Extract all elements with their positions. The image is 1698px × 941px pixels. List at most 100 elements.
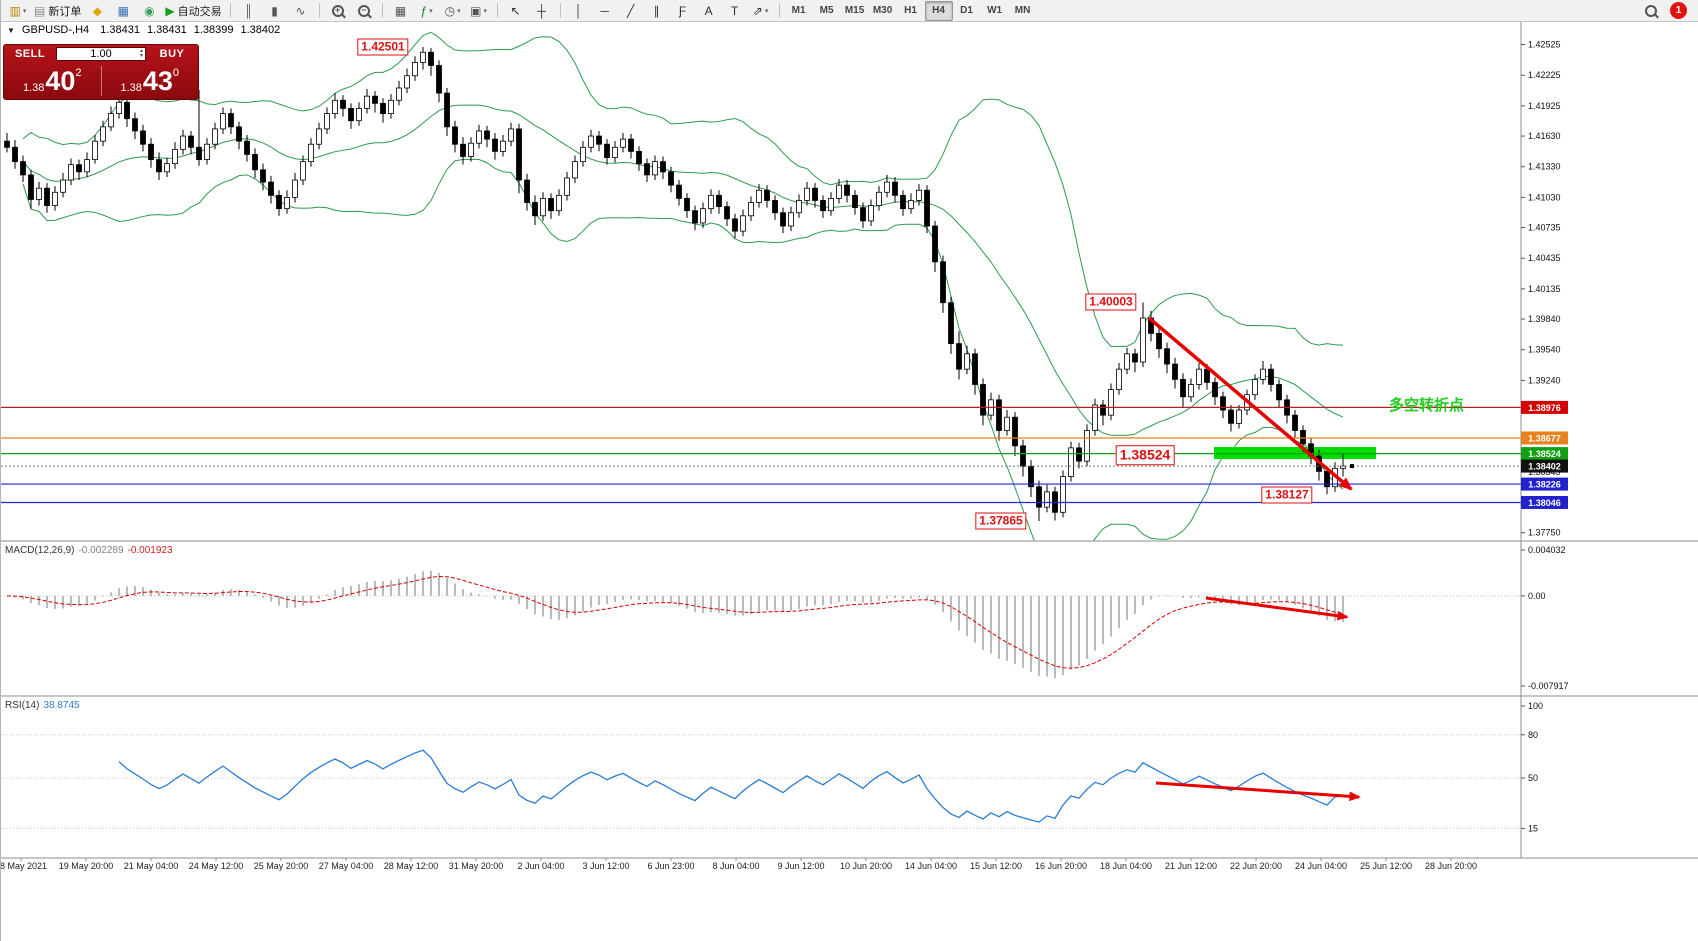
trendline-icon[interactable]: ╱ xyxy=(618,1,644,21)
bollinger-band xyxy=(22,104,1344,436)
macd-indicator-label: MACD(12,26,9) -0.002289 -0.001923 xyxy=(5,545,173,556)
price-annotation-label[interactable]: 1.38524 xyxy=(1115,445,1175,465)
timeframe-w1[interactable]: W1 xyxy=(987,5,1003,16)
trend-arrow[interactable] xyxy=(1147,316,1353,491)
indicators-button[interactable]: ƒ ▾ xyxy=(420,3,433,18)
price-annotation-label[interactable]: 1.40003 xyxy=(1085,293,1137,311)
navigator-icon[interactable]: ◉ xyxy=(136,1,162,21)
toolbar-separator xyxy=(229,3,231,18)
price-scale[interactable]: 1.42525 1.42225 1.41925 1.41630 1.41330 1.410… xyxy=(1521,40,1569,834)
timeframe-m5[interactable]: M5 xyxy=(819,5,834,16)
zoom-in-button[interactable]: + xyxy=(325,1,351,21)
price-annotation-label[interactable]: 1.37865 xyxy=(975,512,1027,530)
toolbar-group-right: 1 xyxy=(1638,1,1687,21)
cursor-icon[interactable]: ↖ xyxy=(503,1,529,21)
price-tag xyxy=(1521,400,1568,414)
price-tag xyxy=(1521,431,1568,445)
sell-price-big: 40 xyxy=(45,65,76,96)
svg-text:16 Jun 20:00: 16 Jun 20:00 xyxy=(1035,861,1087,871)
sell-price-button[interactable]: 1.38 40 2 xyxy=(4,63,101,99)
timeframe-d1[interactable]: D1 xyxy=(960,5,973,16)
candlestick-chart-icon[interactable]: ▮ xyxy=(262,1,288,21)
tile-windows-icon[interactable]: ▦ xyxy=(388,1,414,21)
lot-up-icon[interactable]: ▴ xyxy=(139,48,143,54)
svg-text:25 May 20:00: 25 May 20:00 xyxy=(254,861,309,871)
buy-button[interactable]: BUY xyxy=(159,48,185,60)
turning-point-label[interactable]: 多空转折点 xyxy=(1389,397,1465,414)
notification-badge[interactable]: 1 xyxy=(1670,2,1687,19)
macd-panel xyxy=(1,570,1521,679)
zoom-out-button[interactable]: − xyxy=(351,1,377,21)
indicators-icon: ƒ xyxy=(420,3,428,18)
timeframe-m15[interactable]: M15 xyxy=(844,5,865,16)
timeframe-m30[interactable]: M30 xyxy=(872,5,893,16)
buy-price-small: 1.38 xyxy=(120,82,142,94)
text-icon[interactable]: A xyxy=(696,1,722,21)
horizontal-line-icon[interactable]: ─ xyxy=(592,1,618,21)
new-chart-button[interactable]: ▥ ▾ xyxy=(9,3,27,18)
time-scale[interactable]: 18 May 2021 19 May 20:00 21 May 04:00 24 Ma… xyxy=(1,858,1477,871)
svg-text:24 Jun 04:00: 24 Jun 04:00 xyxy=(1295,861,1347,871)
vertical-line-icon: │ xyxy=(574,3,583,18)
timeframe-h1[interactable]: H1 xyxy=(904,5,917,16)
crosshair-icon[interactable]: ┼ xyxy=(529,1,555,21)
lot-down-icon[interactable]: ▾ xyxy=(139,53,143,59)
channel-icon: ∥ xyxy=(653,3,660,18)
candlestick-chart-icon: ▮ xyxy=(271,3,278,18)
timeframe-h4[interactable]: H4 xyxy=(924,0,953,21)
periods-icon: ◷ xyxy=(444,3,456,18)
fibonacci-icon[interactable]: Ƒ xyxy=(670,1,696,21)
templates-button[interactable]: ▣ ▾ xyxy=(470,3,487,18)
bollinger-band xyxy=(22,158,1344,541)
line-chart-icon[interactable]: ∿ xyxy=(288,1,314,21)
rsi-arrow[interactable] xyxy=(1155,781,1361,802)
price-annotation-label[interactable]: 1.42501 xyxy=(357,38,409,56)
vertical-line-icon[interactable]: │ xyxy=(566,1,592,21)
support-zone[interactable] xyxy=(1214,447,1376,459)
price-annotation-label[interactable]: 1.38127 xyxy=(1261,486,1313,504)
svg-text:1.38226: 1.38226 xyxy=(1528,480,1561,490)
new-order-button[interactable]: ▤ 新订单 xyxy=(34,3,82,18)
sell-button[interactable]: SELL xyxy=(14,48,46,60)
tile-windows-icon: ▦ xyxy=(394,3,407,18)
svg-text:-0.007917: -0.007917 xyxy=(1528,681,1569,691)
svg-text:27 May 04:00: 27 May 04:00 xyxy=(319,861,374,871)
rsi-name: RSI(14) xyxy=(5,700,40,711)
channel-icon[interactable]: ∥ xyxy=(644,1,670,21)
candles-layer xyxy=(4,47,1346,521)
svg-text:31 May 20:00: 31 May 20:00 xyxy=(449,861,504,871)
svg-text:1.41630: 1.41630 xyxy=(1528,131,1561,141)
lot-spinner[interactable]: ▴ ▾ xyxy=(140,48,143,60)
toolbar-separator xyxy=(559,3,561,18)
ohlc-open: 1.38431 xyxy=(100,24,140,36)
metaeditor-icon[interactable]: ◆ xyxy=(84,1,110,21)
toolbar: ▥ ▾ ▤ 新订单 ◆ ▦ ◉ ▶ 自动交易 ║ ▮ ∿ + − ▦ ƒ ▾ ◷ ▾ ▣ ▾ ↖ ┼ │ ─ ╱ ∥ Ƒ A T ⇗ ▾ M1 M… xyxy=(1,0,1698,22)
arrows-icon[interactable]: ⇗ ▾ xyxy=(752,3,769,18)
fibonacci-icon: Ƒ xyxy=(678,3,687,18)
lot-size-input[interactable]: 1.00 ▴ ▾ xyxy=(56,47,146,61)
periods-button[interactable]: ◷ ▾ xyxy=(444,3,461,18)
macd-signal-value: -0.001923 xyxy=(127,545,173,556)
rsi-value: 38.8745 xyxy=(43,700,80,711)
timeframe-mn[interactable]: MN xyxy=(1014,5,1031,16)
search-icon[interactable] xyxy=(1638,1,1664,21)
one-click-collapse-icon[interactable]: ▼ xyxy=(7,25,15,35)
svg-text:1.41030: 1.41030 xyxy=(1528,192,1561,202)
bar-chart-icon[interactable]: ║ xyxy=(236,1,262,21)
timeframe-m1[interactable]: M1 xyxy=(791,5,806,16)
label-icon[interactable]: T xyxy=(722,1,748,21)
svg-text:1.42525: 1.42525 xyxy=(1528,40,1561,50)
svg-text:80: 80 xyxy=(1528,730,1538,740)
toolbar-separator xyxy=(381,3,383,18)
ohlc-low: 1.38399 xyxy=(193,24,234,36)
svg-text:1.39540: 1.39540 xyxy=(1528,345,1561,355)
autotrading-button[interactable]: ▶ 自动交易 xyxy=(165,3,222,18)
last-price-marker xyxy=(1350,464,1354,469)
svg-text:19 May 20:00: 19 May 20:00 xyxy=(59,861,114,871)
buy-price-big: 43 xyxy=(142,65,173,96)
chart-info-line: ▼ GBPUSD-,H4 1.38431 1.38431 1.38399 1.3… xyxy=(7,24,280,36)
market-watch-icon[interactable]: ▦ xyxy=(110,1,136,21)
macd-arrow[interactable] xyxy=(1205,596,1349,621)
buy-price-button[interactable]: 1.38 43 0 xyxy=(102,63,199,99)
